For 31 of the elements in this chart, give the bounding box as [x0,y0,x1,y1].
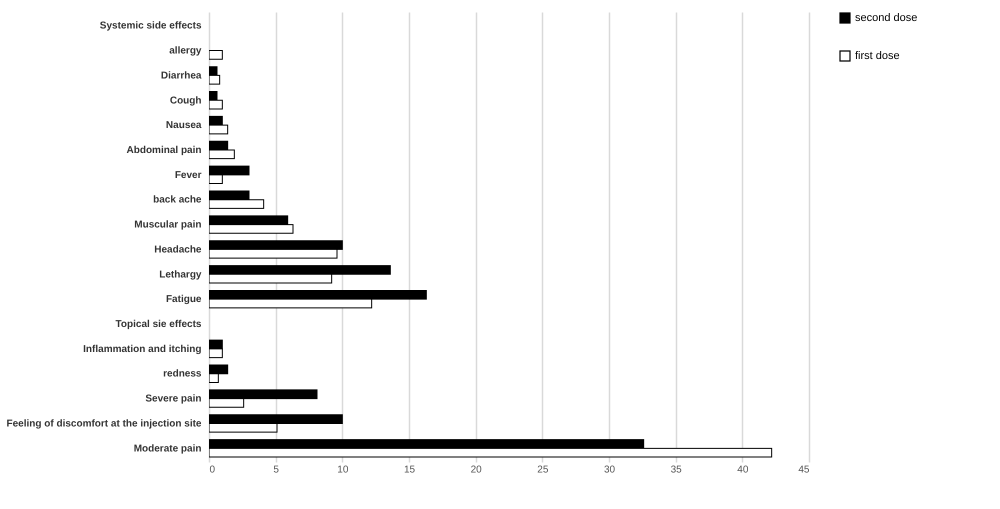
legend-label: first dose [855,50,900,62]
y-tick-label: Fatigue [166,294,202,306]
x-tick-label: 20 [470,464,482,476]
y-tick-label: Severe pain [145,394,202,405]
bar [209,50,223,60]
y-tick-label: Lethargy [159,269,202,280]
y-tick-label: Cough [170,95,202,106]
y-tick-label: Muscular pain [134,220,202,231]
x-tick-label: 0 [210,464,216,476]
y-tick-label: Inflammation and itching [83,344,202,355]
x-tick-label: 25 [537,464,549,476]
x-tick-label: 30 [604,464,616,476]
legend-label: second dose [855,12,918,24]
y-tick-label: Topical sie effects [116,319,202,330]
y-tick-label: redness [163,368,202,380]
y-tick-label: allergy [169,46,202,57]
x-tick-label: 40 [737,464,749,476]
y-tick-label: Headache [154,244,202,256]
y-tick-label: Feeling of discomfort at the injection site [6,418,202,430]
x-tick-label: 5 [273,464,280,476]
x-tick-label: 15 [404,464,416,476]
y-tick-label: Fever [174,170,202,181]
x-tick-label: 45 [798,464,810,476]
y-tick-label: back ache [153,194,202,206]
y-tick-label: Diarrhea [160,70,202,82]
x-tick-label: 35 [670,464,682,476]
y-tick-label: Moderate pain [134,443,202,454]
x-tick-label: 10 [337,464,349,476]
y-tick-label: Nausea [166,120,202,132]
y-tick-label: Systemic side effects [100,20,202,32]
y-tick-label: Abdominal pain [126,144,202,156]
